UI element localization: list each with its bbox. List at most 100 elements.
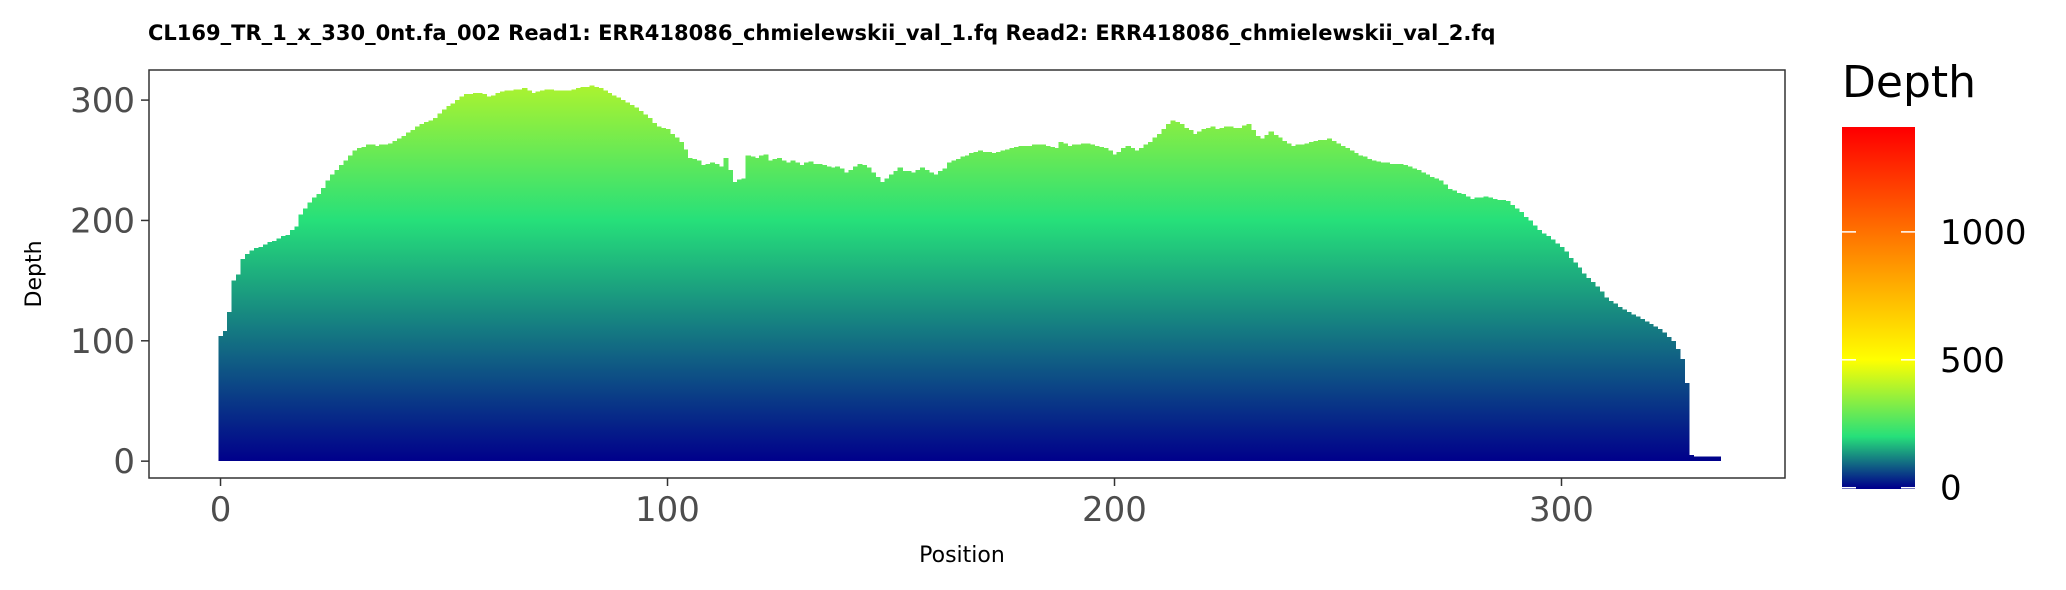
depth-bar bbox=[1532, 225, 1538, 462]
depth-bar bbox=[441, 109, 447, 462]
depth-bar bbox=[258, 246, 264, 462]
depth-bar bbox=[1402, 165, 1408, 462]
depth-bar bbox=[1317, 139, 1323, 462]
depth-bar bbox=[294, 226, 300, 462]
depth-bar bbox=[888, 174, 894, 462]
depth-bar bbox=[1022, 145, 1028, 462]
depth-bar bbox=[397, 138, 403, 462]
depth-bar bbox=[1206, 127, 1212, 462]
depth-bar bbox=[1603, 297, 1610, 462]
x-tick-label: 100 bbox=[635, 490, 700, 530]
depth-bar bbox=[799, 165, 805, 462]
depth-bar bbox=[227, 311, 233, 462]
depth-bar bbox=[482, 94, 488, 462]
depth-bar bbox=[768, 160, 774, 462]
colorbar-tick-label: 500 bbox=[1940, 341, 2005, 381]
depth-bar bbox=[893, 171, 899, 462]
depth-bar bbox=[468, 94, 474, 462]
depth-bar bbox=[423, 121, 429, 462]
depth-bar bbox=[1581, 273, 1587, 462]
depth-bar bbox=[361, 147, 367, 462]
depth-bar bbox=[1559, 246, 1565, 462]
depth-bar bbox=[718, 166, 724, 462]
colorbar-tick-label: 0 bbox=[1940, 469, 1962, 509]
depth-bar bbox=[1125, 145, 1131, 462]
depth-bar bbox=[580, 86, 586, 462]
depth-bar bbox=[1183, 127, 1189, 462]
depth-bar bbox=[701, 165, 707, 462]
depth-bar bbox=[1666, 337, 1672, 462]
depth-bar bbox=[669, 133, 675, 462]
depth-bar bbox=[249, 250, 255, 462]
depth-bar bbox=[379, 144, 385, 462]
depth-bar bbox=[736, 179, 742, 462]
depth-bar bbox=[513, 89, 519, 462]
depth-bar bbox=[1335, 143, 1341, 462]
depth-bar bbox=[1201, 128, 1207, 462]
depth-bar bbox=[356, 148, 362, 462]
depth-bar bbox=[504, 90, 510, 462]
depth-bar bbox=[352, 150, 358, 462]
y-tick-label: 300 bbox=[70, 81, 135, 121]
depth-bar bbox=[1635, 316, 1641, 462]
depth-bar bbox=[1425, 174, 1431, 462]
depth-bar bbox=[1492, 198, 1498, 462]
depth-bar bbox=[772, 159, 778, 462]
depth-bar bbox=[508, 90, 514, 462]
depth-bar bbox=[906, 171, 912, 462]
depth-bar bbox=[991, 153, 997, 462]
depth-bar bbox=[218, 335, 224, 462]
depth-bar bbox=[1179, 124, 1185, 462]
depth-bar bbox=[611, 95, 617, 462]
depth-bar bbox=[1103, 148, 1109, 462]
depth-bar bbox=[316, 193, 322, 462]
depth-bar bbox=[1693, 456, 1699, 462]
depth-bar bbox=[741, 178, 747, 462]
depth-bar bbox=[1286, 143, 1292, 462]
depth-bar bbox=[267, 242, 273, 462]
depth-bar bbox=[1639, 319, 1645, 462]
depth-bar bbox=[1116, 151, 1122, 462]
depth-bar bbox=[884, 178, 890, 462]
depth-bar bbox=[1121, 148, 1127, 462]
depth-bar bbox=[1040, 144, 1046, 462]
depth-bar bbox=[1653, 326, 1659, 462]
depth-bar bbox=[879, 181, 885, 462]
depth-bar bbox=[660, 127, 666, 462]
depth-bar bbox=[1469, 198, 1475, 462]
depth-bar bbox=[1697, 456, 1703, 462]
depth-bar bbox=[1067, 145, 1073, 462]
depth-bar bbox=[960, 156, 966, 462]
depth-bar bbox=[1572, 262, 1578, 462]
depth-bar bbox=[1398, 163, 1404, 462]
depth-bar bbox=[875, 177, 881, 462]
depth-bar bbox=[1273, 134, 1279, 462]
depth-bar bbox=[1657, 328, 1663, 462]
depth-bar bbox=[1192, 133, 1198, 462]
depth-bar bbox=[616, 97, 622, 462]
depth-bar bbox=[392, 141, 398, 462]
depth-bar bbox=[490, 95, 497, 462]
depth-bar bbox=[920, 167, 926, 462]
depth-bar bbox=[1349, 150, 1355, 462]
depth-bar bbox=[254, 248, 260, 462]
depth-bar bbox=[1013, 147, 1019, 462]
depth-bar bbox=[1237, 127, 1243, 462]
depth-bar bbox=[1027, 145, 1033, 462]
depth-bar bbox=[1353, 153, 1359, 462]
depth-bar bbox=[902, 171, 908, 462]
depth-bar bbox=[1134, 150, 1140, 462]
depth-bar bbox=[1045, 145, 1051, 462]
depth-bar bbox=[897, 167, 903, 462]
depth-bar bbox=[602, 90, 608, 462]
depth-bar bbox=[410, 130, 416, 462]
depth-bar bbox=[271, 240, 277, 462]
depth-bar bbox=[933, 174, 939, 462]
depth-bar bbox=[1139, 148, 1145, 462]
depth-bar bbox=[1170, 120, 1176, 462]
depth-bar bbox=[955, 159, 961, 462]
depth-bar bbox=[1554, 243, 1560, 462]
depth-bar bbox=[942, 168, 948, 462]
depth-bar bbox=[1590, 281, 1596, 462]
depth-bar bbox=[777, 157, 783, 462]
